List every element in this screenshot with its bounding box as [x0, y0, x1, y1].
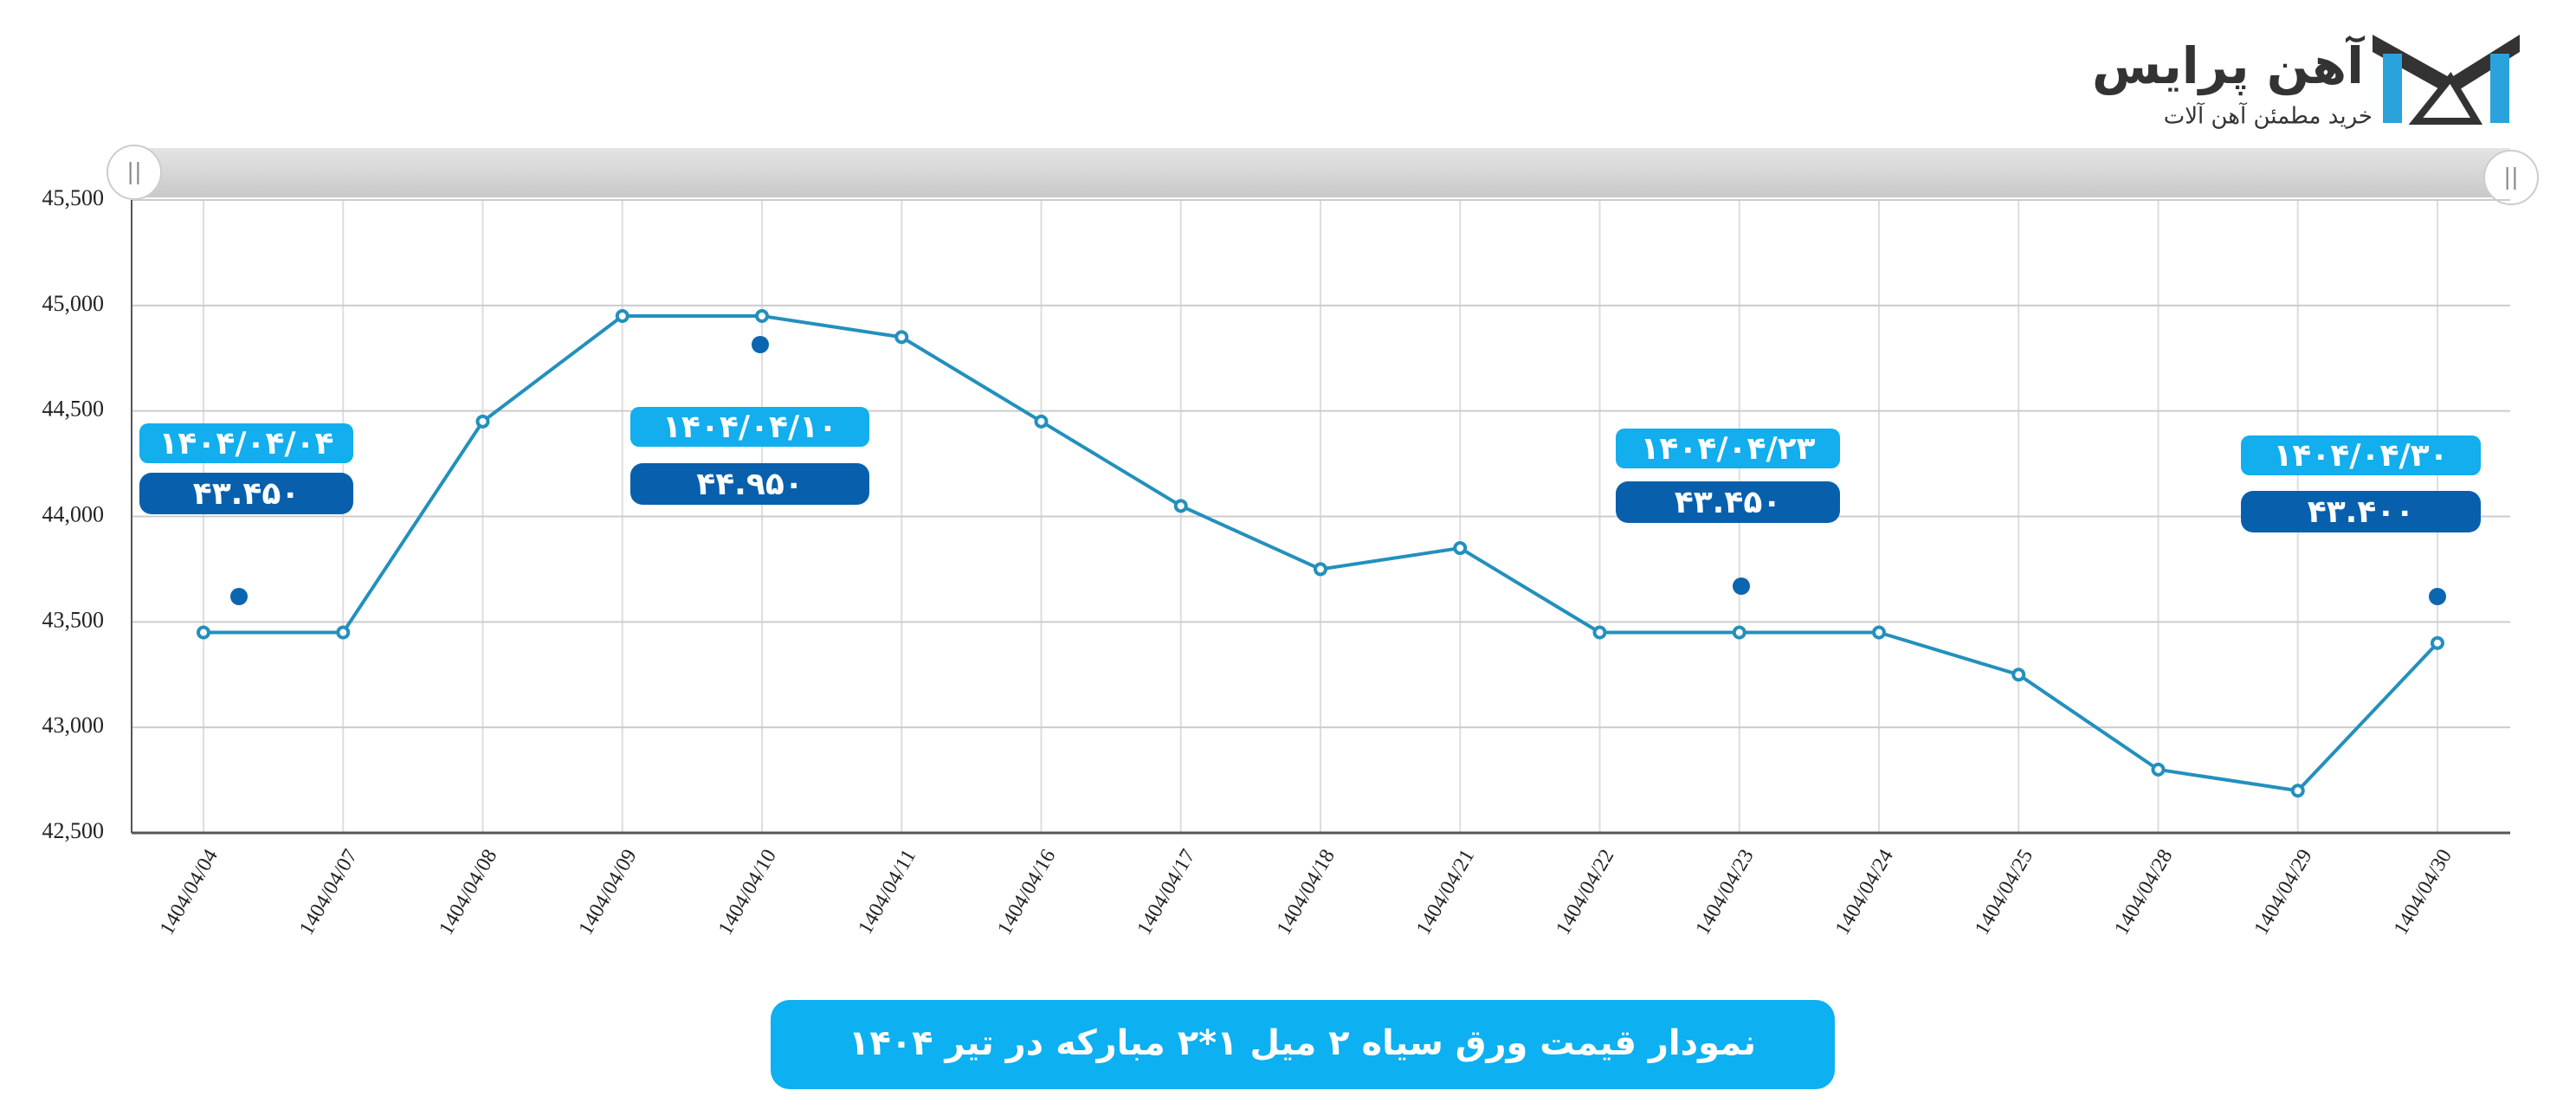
y-tick-label: 44,500: [42, 397, 105, 422]
callout-value: ۴۳.۴۵۰: [193, 476, 300, 512]
callout-dot: [230, 588, 248, 605]
data-point: [894, 330, 909, 345]
x-tick-label: 1404/04/25: [1971, 846, 2037, 939]
x-tick-label: 1404/04/17: [1133, 846, 1200, 939]
x-tick-label: 1404/04/09: [575, 846, 642, 939]
x-tick-label: 1404/04/08: [435, 846, 501, 939]
callout-dot: [1733, 577, 1750, 595]
data-point: [197, 625, 210, 640]
scroll-handle[interactable]: [2483, 150, 2539, 205]
callout-dot: [2429, 588, 2446, 605]
x-tick-label: 1404/04/04: [156, 846, 223, 939]
y-tick-label: 44,000: [42, 501, 105, 526]
data-point: [1034, 414, 1049, 429]
callout-value-box: [1616, 481, 1840, 523]
callout-date: ۱۴۰۴/۰۴/۰۴: [158, 426, 333, 461]
data-point: [2151, 762, 2166, 777]
data-point: [1173, 499, 1188, 513]
data-point: [475, 414, 490, 429]
chart-title: نمودار قیمت ورق سیاه ۲ میل ۱*۲ مبارکه در…: [849, 1023, 1756, 1063]
callout-dot: [752, 336, 769, 353]
callout-date: ۱۴۰۴/۰۴/۱۰: [662, 410, 837, 445]
x-tick-label: 1404/04/30: [2390, 846, 2457, 939]
data-point: [1872, 625, 1886, 640]
data-point: [1732, 625, 1746, 640]
x-tick-label: 1404/04/24: [1831, 846, 1898, 939]
x-tick-label: 1404/04/28: [2110, 846, 2177, 939]
logo-icon: [2373, 35, 2520, 125]
handle-grip: ||: [2503, 164, 2519, 190]
logo-tagline: خرید مطمئن آهن آلات: [2164, 102, 2373, 130]
x-tick-label: 1404/04/07: [295, 846, 362, 939]
data-point: [2431, 635, 2444, 650]
data-point: [2290, 784, 2305, 798]
callout-value: ۴۳.۴۵۰: [1675, 485, 1782, 520]
y-tick-label: 42,500: [42, 818, 105, 843]
y-tick-label: 45,500: [42, 185, 105, 210]
data-point: [1314, 562, 1327, 577]
x-tick-label: 1404/04/23: [1692, 846, 1759, 939]
handle-grip: ||: [126, 159, 142, 185]
callout-date-box: [1616, 429, 1840, 468]
title-box: [771, 1000, 1835, 1089]
callout-value: ۴۳.۴۰۰: [2308, 494, 2415, 530]
x-tick-label: 1404/04/11: [854, 846, 920, 939]
x-tick-label: 1404/04/29: [2250, 846, 2317, 939]
x-tick-label: 1404/04/22: [1552, 846, 1618, 939]
data-point: [755, 309, 769, 324]
callout-value-box: [2241, 491, 2481, 532]
data-point: [615, 309, 629, 324]
y-tick-label: 45,000: [42, 291, 105, 316]
callout-date-box: [630, 407, 869, 447]
data-point: [1453, 541, 1468, 556]
data-point: [336, 625, 351, 640]
data-point: [2011, 668, 2026, 682]
data-point: [1592, 625, 1607, 640]
scrollbar[interactable]: [132, 148, 2510, 197]
x-tick-label: 1404/04/16: [993, 846, 1060, 939]
callout-value: ۴۴.۹۵۰: [696, 467, 804, 502]
x-tick-label: 1404/04/10: [714, 846, 781, 939]
y-tick-label: 43,000: [42, 713, 105, 738]
x-tick-label: 1404/04/21: [1412, 846, 1479, 939]
callout-date: ۱۴۰۴/۰۴/۲۳: [1640, 431, 1815, 467]
callout-value-box: [630, 463, 869, 505]
x-tick-label: 1404/04/18: [1273, 846, 1340, 939]
logo-name: آهن پرایس: [2092, 35, 2366, 96]
callout-value-box: [139, 473, 353, 514]
callout-date: ۱۴۰۴/۰۴/۳۰: [2273, 438, 2448, 474]
y-tick-label: 43,500: [42, 607, 105, 632]
callout-date-box: [139, 423, 353, 463]
callout-date-box: [2241, 435, 2481, 475]
